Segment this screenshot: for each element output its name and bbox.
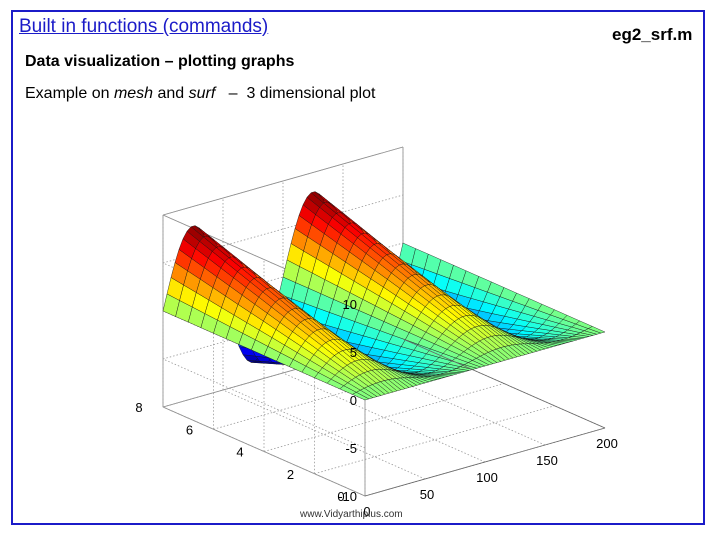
surface	[162, 191, 606, 401]
x-tick-label: 200	[596, 436, 618, 451]
z-tick-label: 10	[343, 297, 357, 312]
z-tick-label: 5	[350, 345, 357, 360]
grid-floor-x	[222, 389, 426, 480]
example-surf: surf	[188, 85, 216, 102]
y-tick-label: 2	[287, 467, 294, 482]
example-suffix: – 3 dimensional plot	[215, 85, 376, 102]
surface-patch	[587, 326, 606, 334]
grid-floor-y	[263, 383, 505, 452]
grid-floor-y	[314, 405, 555, 475]
example-prefix: Example on	[25, 85, 114, 102]
x-tick-label: 50	[420, 487, 434, 502]
z-tick-label: -5	[345, 441, 357, 456]
y-tick-label: 6	[186, 422, 193, 437]
y-tick-label: 8	[135, 400, 142, 415]
axes-front	[364, 338, 606, 497]
example-text: Example on mesh and surf – 3 dimensional…	[25, 85, 375, 103]
x-tick-label: 0	[363, 504, 370, 519]
y-tick-label: 0	[337, 489, 344, 504]
example-and: and	[153, 85, 189, 102]
file-name: eg2_srf.m	[612, 25, 693, 44]
slide-subtitle: Data visualization – plotting graphs	[25, 53, 295, 70]
slide-title: Built in functions (commands)	[19, 16, 269, 37]
slide-frame	[11, 10, 705, 525]
z-tick-label: 0	[350, 393, 357, 408]
y-tick-label: 4	[236, 445, 243, 460]
x-tick-label: 100	[476, 470, 498, 485]
right-floor-edge	[402, 338, 606, 429]
x-tick-label: 150	[536, 453, 558, 468]
grid-back-z	[162, 146, 404, 216]
example-mesh: mesh	[113, 85, 154, 102]
x-axis-line	[364, 427, 606, 497]
z-tick-label: -10	[338, 489, 357, 504]
watermark: www.Vidyarthiplus.com	[300, 509, 403, 520]
grid-back-z	[162, 194, 404, 264]
